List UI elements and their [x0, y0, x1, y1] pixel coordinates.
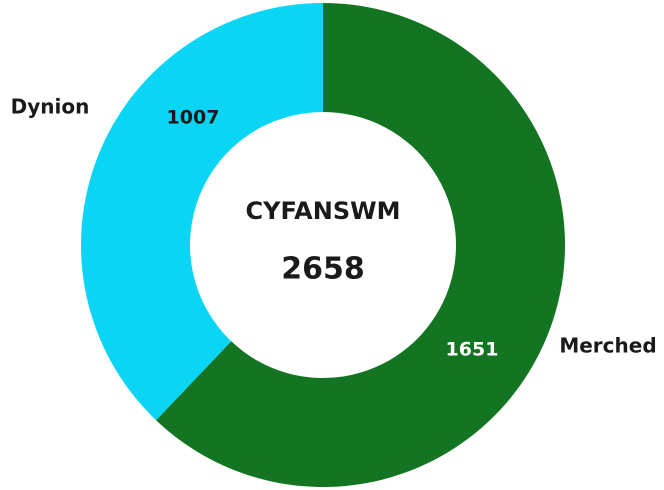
center-label: CYFANSWM: [246, 197, 401, 225]
category-label: Dynion: [11, 95, 90, 119]
center-total: 2658: [281, 252, 365, 287]
value-label: 1007: [167, 107, 220, 129]
donut-slice: [156, 3, 566, 488]
donut-slice: [81, 3, 323, 421]
value-label: 1651: [446, 339, 499, 361]
category-label: Merched: [559, 334, 656, 358]
